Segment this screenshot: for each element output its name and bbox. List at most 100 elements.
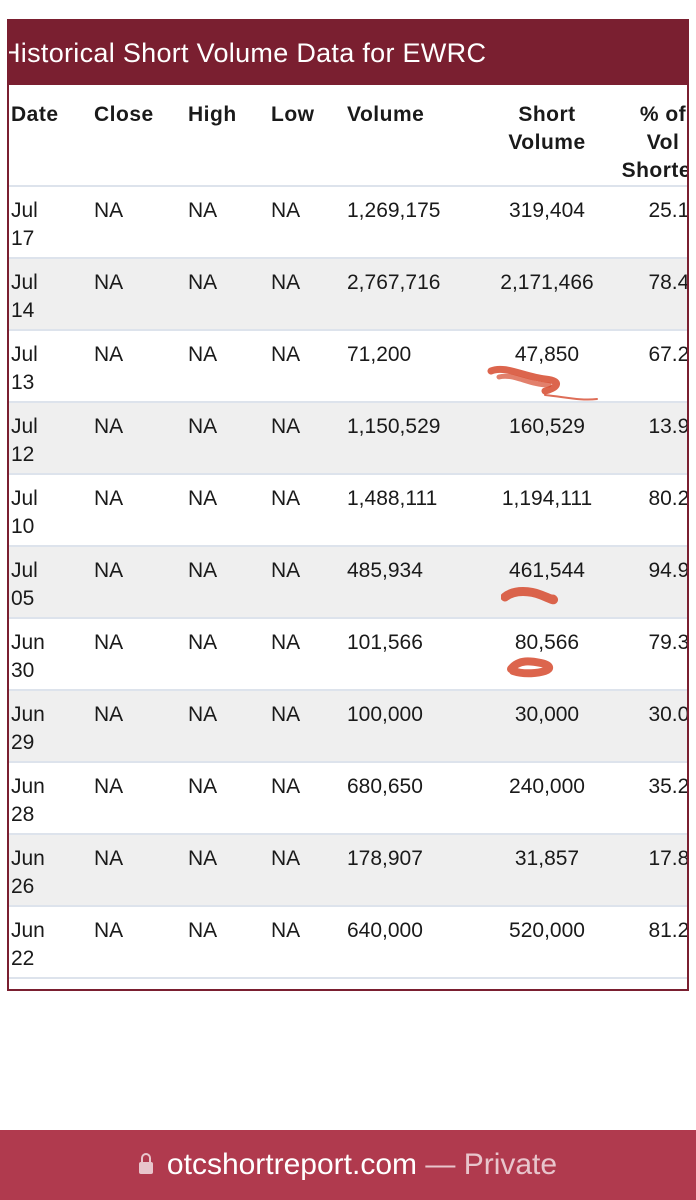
cell-pct-shorted-pct: 67.21 xyxy=(648,343,689,366)
cell-date-month: Jun xyxy=(11,775,45,798)
cell-high-high: NA xyxy=(188,271,218,294)
cell-close: NA xyxy=(94,258,188,331)
cell-volume-volume: 1,269,175 xyxy=(347,199,441,222)
cell-volume: 1,488,111 xyxy=(347,474,477,547)
cell-volume-volume: 71,200 xyxy=(347,343,412,366)
column-header-high[interactable]: High xyxy=(188,85,271,187)
column-header-volume-label: Volume xyxy=(347,103,425,126)
cell-pct-shorted: 13.95 xyxy=(617,402,687,475)
cell-volume-volume: 485,934 xyxy=(347,559,423,582)
private-mode-label: Private xyxy=(463,1148,558,1181)
cell-date-day: 26 xyxy=(11,875,35,898)
cell-high-high: NA xyxy=(188,703,218,726)
cell-date-day: 12 xyxy=(11,443,35,466)
cell-low: NA xyxy=(271,474,347,547)
cell-high-high: NA xyxy=(188,487,218,510)
cell-volume: 1,150,529 xyxy=(347,402,477,475)
cell-pct-shorted: 80.24 xyxy=(617,474,689,547)
cell-high: NA xyxy=(188,186,271,259)
cell-date-month: Jul xyxy=(11,271,38,294)
cell-volume-volume: 100,000 xyxy=(347,703,423,726)
cell-low: NA xyxy=(271,186,347,259)
table-row: Jul 10 NA NA NA 1,488,111 1,194,111 80.24 xyxy=(9,474,689,547)
cell-volume-volume: 1,150,529 xyxy=(347,415,441,438)
cell-close-close: NA xyxy=(94,775,124,798)
cell-short-volume-short: 30,000 xyxy=(514,703,580,726)
column-header-date[interactable]: Date xyxy=(9,85,94,187)
cell-short-volume: 160,529 xyxy=(477,402,617,475)
column-header-volume[interactable]: Volume xyxy=(347,85,477,187)
cell-volume-volume: 1,488,111 xyxy=(347,487,438,510)
cell-short-volume: 461,544 xyxy=(477,546,617,619)
column-header-low-label: Low xyxy=(271,103,315,126)
cell-low-low: NA xyxy=(271,631,301,654)
table-scroll-area[interactable]: Date Close High Low Volume Short Volume %… xyxy=(9,85,689,989)
cell-pct-shorted-pct: 80.24 xyxy=(648,487,689,510)
browser-address-bar[interactable]: otcshortreport.com — Private xyxy=(0,1130,696,1200)
cell-pct-shorted-pct: 35.26 xyxy=(648,775,689,798)
cell-date: Jul 10 xyxy=(9,474,94,547)
column-header-short-volume-line2: Volume xyxy=(508,131,586,154)
cell-short-volume: 31,857 xyxy=(477,834,617,907)
cell-date-day: 22 xyxy=(11,947,35,970)
column-header-pct-line3: Shorted xyxy=(621,159,687,182)
cell-close-close: NA xyxy=(94,631,124,654)
cell-low: NA xyxy=(271,906,347,979)
cell-volume: 71,200 xyxy=(347,330,477,403)
cell-low: NA xyxy=(271,618,347,691)
cell-close: NA xyxy=(94,690,188,763)
cell-date: Jul 12 xyxy=(9,402,94,475)
cell-high: NA xyxy=(188,546,271,619)
column-header-close[interactable]: Close xyxy=(94,85,188,187)
cell-short-volume: 47,850 xyxy=(477,330,617,403)
cell-date-month: Jun xyxy=(11,847,45,870)
column-header-low[interactable]: Low xyxy=(271,85,347,187)
cell-low-low: NA xyxy=(271,415,301,438)
cell-close: NA xyxy=(94,402,188,475)
cell-low-low: NA xyxy=(271,487,301,510)
cell-pct-shorted: 79.32 xyxy=(617,618,687,691)
cell-short-volume-short: 1,194,111 xyxy=(501,487,593,510)
cell-low-low: NA xyxy=(271,199,301,222)
column-header-short-volume[interactable]: Short Volume xyxy=(477,85,617,187)
cell-close: NA xyxy=(94,546,188,619)
table-row: Jun 30 NA NA NA 101,566 80,566 79.32 xyxy=(9,618,687,691)
cell-close: NA xyxy=(94,474,188,547)
cell-close-close: NA xyxy=(94,919,124,942)
cell-date-month: Jul xyxy=(11,199,38,222)
column-header-pct-shorted[interactable]: % of Vol Shorted xyxy=(617,85,687,187)
cell-high: NA xyxy=(188,402,271,475)
cell-volume: 2,767,716 xyxy=(347,258,477,331)
cell-volume: 101,566 xyxy=(347,618,477,691)
cell-close: NA xyxy=(94,330,188,403)
column-header-pct-line1: % of xyxy=(639,103,687,126)
cell-pct-shorted-pct: 78.46 xyxy=(648,271,689,294)
cell-date-month: Jul xyxy=(11,415,38,438)
cell-close-close: NA xyxy=(94,487,124,510)
column-header-close-label: Close xyxy=(94,103,154,126)
cell-date-day: 10 xyxy=(11,515,35,538)
cell-high-high: NA xyxy=(188,415,218,438)
cell-pct-shorted: 30.00 xyxy=(617,690,687,763)
cell-close-close: NA xyxy=(94,415,124,438)
short-volume-card: Historical Short Volume Data for EWRC Da… xyxy=(7,19,689,991)
cell-high: NA xyxy=(188,258,271,331)
cell-short-volume-short: 461,544 xyxy=(509,559,585,582)
table-row: Jun 26 NA NA NA 178,907 31,857 17.81 xyxy=(9,834,687,907)
cell-short-volume-short: 240,000 xyxy=(509,775,585,798)
cell-close: NA xyxy=(94,618,188,691)
cell-date-month: Jul xyxy=(11,487,38,510)
cell-short-volume-short: 160,529 xyxy=(509,415,585,438)
cell-close: NA xyxy=(94,906,188,979)
cell-high: NA xyxy=(188,474,271,547)
cell-volume: 640,000 xyxy=(347,906,477,979)
cell-high-high: NA xyxy=(188,775,218,798)
table-body: Jul 17 NA NA NA 1,269,175 319,404 25.17 Jul 14 NA N… xyxy=(9,186,689,979)
cell-date: Jun 28 xyxy=(9,762,94,835)
cell-high: NA xyxy=(188,618,271,691)
table-row: Jun 22 NA NA NA 640,000 520,000 81.25 xyxy=(9,906,687,979)
cell-date: Jul 14 xyxy=(9,258,94,331)
cell-close-close: NA xyxy=(94,199,124,222)
cell-volume-volume: 640,000 xyxy=(347,919,423,942)
cell-date-day: 13 xyxy=(11,371,35,394)
